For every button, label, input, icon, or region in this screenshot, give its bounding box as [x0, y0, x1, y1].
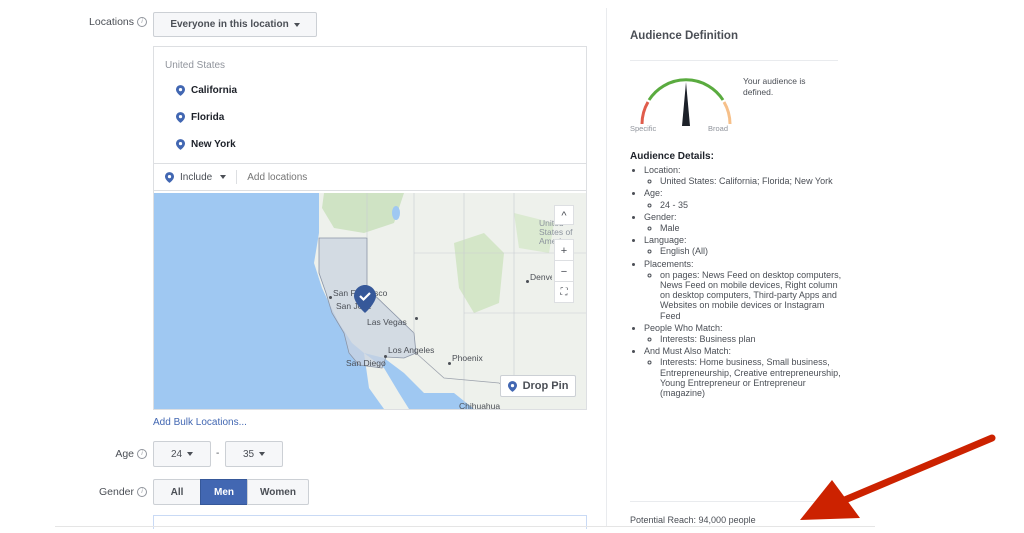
city-dot [448, 362, 451, 365]
gender-women-button[interactable]: Women [247, 479, 309, 505]
city-label-las-vegas: Las Vegas [367, 317, 407, 327]
gender-men-button[interactable]: Men [200, 479, 248, 505]
detail-label: Placements: [644, 258, 694, 269]
detail-label: Language: [644, 235, 687, 246]
chevron-down-icon [259, 452, 266, 456]
drop-pin-button[interactable]: Drop Pin [500, 375, 576, 397]
audience-status-text: Your audience is defined. [743, 76, 806, 97]
gender-all-button[interactable]: All [153, 479, 201, 505]
include-row: Include [154, 163, 586, 191]
location-mode-dropdown[interactable]: Everyone in this location [153, 12, 317, 37]
divider [55, 526, 875, 527]
info-icon[interactable]: i [137, 17, 147, 28]
detail-gender: Gender: Male [644, 212, 842, 233]
location-pin-icon [165, 171, 174, 183]
location-name: California [191, 85, 238, 96]
targeting-panel: Locations i Everyone in this location Uni… [57, 12, 587, 529]
detail-label: Location: [644, 165, 681, 175]
add-locations-input[interactable] [245, 170, 550, 184]
chevron-down-icon [220, 175, 227, 179]
location-pin-icon [176, 112, 185, 123]
detail-label: People Who Match: [644, 322, 723, 333]
include-dropdown[interactable]: Include [165, 171, 227, 183]
gauge-specific-label: Specific [630, 124, 657, 133]
city-dot [384, 355, 387, 358]
detail-value: United States: California; Florida; New … [660, 176, 842, 186]
city-dot [415, 317, 418, 320]
location-item-new-york[interactable]: New York [176, 139, 236, 150]
age-label: Age i [57, 448, 147, 460]
detail-label: And Must Also Match: [644, 346, 732, 357]
drop-pin-label: Drop Pin [522, 380, 569, 392]
detail-value: Interests: Business plan [660, 334, 842, 344]
city-label-los-angeles: Los Angeles [388, 345, 435, 355]
location-pin-icon [176, 85, 185, 96]
detail-value: 24 - 35 [660, 200, 842, 210]
city-dot [526, 280, 529, 283]
city-label-san-diego: San Diego [346, 358, 386, 368]
panel-divider [606, 8, 607, 526]
detail-value: English (All) [660, 246, 842, 256]
info-icon[interactable]: i [137, 449, 147, 460]
city-label-san-jose: San Jose [336, 301, 372, 311]
add-bulk-locations-link[interactable]: Add Bulk Locations... [153, 417, 247, 428]
map-fit-button[interactable]: ⛶ [554, 281, 574, 303]
age-min-value: 24 [170, 448, 183, 460]
age-separator: - [216, 448, 220, 459]
age-label-text: Age [115, 448, 134, 460]
city-label-denver: Denver [530, 272, 552, 282]
city-label-phoenix: Phoenix [452, 353, 483, 363]
info-icon[interactable]: i [137, 487, 147, 498]
detail-placements: Placements: on pages: News Feed on deskt… [644, 259, 842, 321]
detail-location: Location: United States: California; Flo… [644, 165, 842, 186]
potential-reach: Potential Reach: 94,000 people [630, 515, 756, 525]
detail-value: Male [660, 223, 842, 233]
age-min-dropdown[interactable]: 24 [153, 441, 211, 467]
gender-label-text: Gender [98, 486, 134, 498]
locations-box: United States California Florida New Yor… [153, 46, 587, 410]
city-dot [329, 296, 332, 299]
locations-label-text: Locations [89, 16, 134, 28]
location-name: Florida [191, 112, 225, 123]
chevron-down-icon [293, 22, 300, 27]
location-item-florida[interactable]: Florida [176, 112, 224, 123]
locations-label: Locations i [57, 16, 147, 28]
location-pin-icon [507, 380, 517, 392]
audience-details-list: Location: United States: California; Flo… [630, 165, 842, 400]
location-pin-icon [176, 139, 185, 150]
separator [236, 170, 238, 184]
age-max-value: 35 [242, 448, 255, 460]
gauge-broad-label: Broad [708, 124, 729, 133]
detail-must-also-match: And Must Also Match: Interests: Home bus… [644, 346, 842, 398]
detail-people-who-match: People Who Match: Interests: Business pl… [644, 323, 842, 344]
age-max-dropdown[interactable]: 35 [225, 441, 283, 467]
location-mode-value: Everyone in this location [170, 19, 289, 30]
detail-label: Age: [644, 188, 663, 199]
audience-details-title: Audience Details: [630, 151, 714, 162]
include-value: Include [180, 171, 213, 183]
detail-age: Age: 24 - 35 [644, 188, 842, 209]
location-name: New York [191, 139, 236, 150]
audience-gauge-icon [640, 78, 732, 126]
audience-definition-title: Audience Definition [630, 30, 738, 42]
map-zoom-in-button[interactable]: + [554, 239, 574, 261]
detail-value: Interests: Home business, Small business… [660, 357, 842, 398]
chevron-down-icon [187, 452, 194, 456]
map-pan-up-button[interactable]: ^ [554, 205, 574, 225]
location-item-california[interactable]: California [176, 85, 237, 96]
location-map[interactable]: San Francisco San Jose Las Vegas Los Ang… [154, 193, 586, 409]
divider [630, 60, 838, 61]
country-heading: United States [165, 60, 226, 71]
divider [630, 501, 838, 502]
detail-label: Gender: [644, 211, 677, 222]
map-zoom-out-button[interactable]: − [554, 260, 574, 282]
selected-location-marker-icon[interactable] [354, 285, 376, 313]
gender-label: Gender i [57, 486, 147, 498]
city-label-chihuahua: Chihuahua [459, 401, 501, 409]
detail-value: on pages: News Feed on desktop computers… [660, 270, 842, 321]
languages-input[interactable] [153, 515, 587, 529]
red-arrow-annotation-icon [800, 434, 996, 520]
detail-language: Language: English (All) [644, 235, 842, 256]
